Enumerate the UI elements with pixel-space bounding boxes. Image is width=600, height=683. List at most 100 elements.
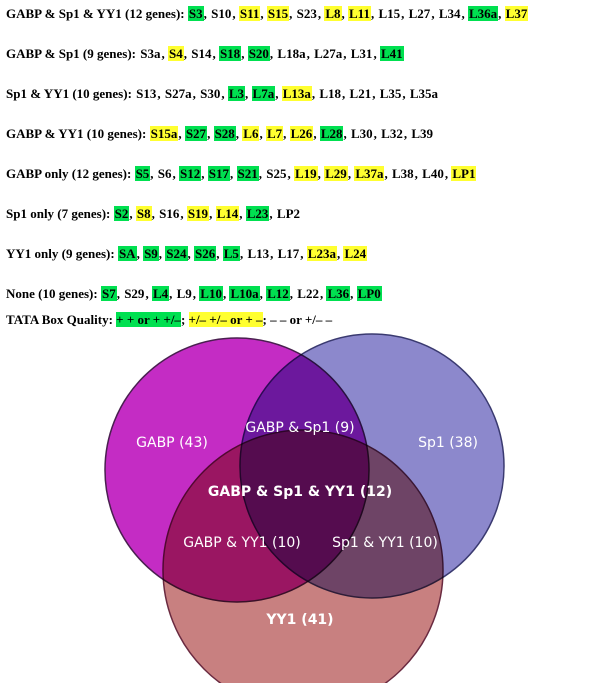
gene: S29 xyxy=(124,286,145,301)
separator: , xyxy=(259,286,267,301)
separator: , xyxy=(311,86,319,101)
gene: L13 xyxy=(247,246,270,261)
gene: L23a xyxy=(306,246,337,261)
separator: , xyxy=(343,126,350,141)
separator: , xyxy=(269,46,277,61)
separator: , xyxy=(172,166,180,181)
separator: , xyxy=(216,246,223,261)
gene: S21 xyxy=(236,166,259,181)
separator: , xyxy=(239,246,247,261)
separator: , xyxy=(401,6,408,21)
group-row: YY1 only (9 genes): SA, S9, S24, S26, L5… xyxy=(6,246,600,286)
gene: S25 xyxy=(266,166,287,181)
gene: L27 xyxy=(408,6,431,21)
separator: , xyxy=(222,286,230,301)
gene: LP2 xyxy=(276,206,301,221)
venn-label: GABP & Sp1 (9) xyxy=(245,420,354,436)
gene: L13a xyxy=(281,86,312,101)
separator: , xyxy=(384,166,391,181)
separator: , xyxy=(414,166,422,181)
gene: L38 xyxy=(391,166,414,181)
group-row: GABP & Sp1 (9 genes): S3a, S4, S14, S18,… xyxy=(6,46,600,86)
separator: , xyxy=(403,126,411,141)
gene: S6 xyxy=(157,166,172,181)
gene: S12 xyxy=(179,166,202,181)
tata-label: TATA Box Quality: xyxy=(6,312,113,327)
separator: , xyxy=(444,166,452,181)
group-label: YY1 only (9 genes): xyxy=(6,246,115,261)
gene: S14 xyxy=(191,46,212,61)
separator: , xyxy=(287,166,294,181)
tata-level: +/– +/– or + – xyxy=(188,312,263,327)
gene: S2 xyxy=(113,206,130,221)
gene: L10a xyxy=(229,286,260,301)
separator: , xyxy=(258,166,266,181)
group-row: None (10 genes): S7, S29, L4, L9, L10, L… xyxy=(6,286,600,326)
venn-label: Sp1 (38) xyxy=(418,435,478,451)
group-row: GABP only (12 genes): S5, S6, S12, S17, … xyxy=(6,166,600,206)
separator: , xyxy=(372,86,379,101)
separator: , xyxy=(350,286,357,301)
separator: , xyxy=(129,206,136,221)
tata-level: – – or +/– – xyxy=(270,312,333,327)
gene: L22 xyxy=(297,286,319,301)
separator: , xyxy=(192,286,200,301)
gene: SA xyxy=(117,246,137,261)
gene: S18 xyxy=(218,46,242,61)
group-row: GABP & YY1 (10 genes): S15a, S27, S28, L… xyxy=(6,126,600,166)
separator: , xyxy=(192,86,200,101)
separator: , xyxy=(343,46,350,61)
separator: , xyxy=(342,86,349,101)
separator: , xyxy=(183,46,191,61)
gene: L39 xyxy=(411,126,433,141)
separator: , xyxy=(259,126,266,141)
separator: , xyxy=(136,246,144,261)
gene: L18a xyxy=(277,46,306,61)
separator: , xyxy=(373,46,380,61)
group-row: Sp1 & YY1 (10 genes): S13, S27a, S30, L3… xyxy=(6,86,600,126)
separator: ; xyxy=(262,312,271,327)
separator: , xyxy=(158,246,166,261)
separator: , xyxy=(289,6,296,21)
gene: S17 xyxy=(207,166,230,181)
separator: , xyxy=(212,46,219,61)
separator: , xyxy=(300,246,307,261)
gene: L19 xyxy=(293,166,318,181)
separator: , xyxy=(461,6,468,21)
gene: S16 xyxy=(159,206,180,221)
gene: L4 xyxy=(151,286,170,301)
group-label: GABP & YY1 (10 genes): xyxy=(6,126,147,141)
gene: S7 xyxy=(100,286,117,301)
separator: , xyxy=(431,6,438,21)
gene: S26 xyxy=(194,246,217,261)
gene: S20 xyxy=(247,46,270,61)
gene: L12 xyxy=(266,286,290,301)
separator: , xyxy=(180,206,187,221)
gene: S27a xyxy=(164,86,192,101)
gene: L10 xyxy=(199,286,223,301)
separator: , xyxy=(313,126,320,141)
separator: , xyxy=(498,6,505,21)
venn-label: YY1 (41) xyxy=(265,612,333,628)
separator: , xyxy=(245,86,252,101)
gene: LP1 xyxy=(451,166,477,181)
separator: , xyxy=(283,126,290,141)
tata-level: + + or + +/– xyxy=(116,312,181,327)
gene: L26 xyxy=(289,126,314,141)
group-label: GABP & Sp1 (9 genes): xyxy=(6,46,136,61)
gene: S15a xyxy=(149,126,179,141)
gene: S24 xyxy=(165,246,188,261)
venn-label: GABP & Sp1 & YY1 (12) xyxy=(208,484,392,500)
gene: L15 xyxy=(378,6,401,21)
gene: S13 xyxy=(136,86,157,101)
separator: , xyxy=(203,6,211,21)
separator: , xyxy=(209,206,216,221)
gene: S27 xyxy=(184,126,208,141)
separator: , xyxy=(151,206,159,221)
separator: , xyxy=(116,286,124,301)
separator: , xyxy=(336,246,344,261)
separator: , xyxy=(207,126,214,141)
group-label: None (10 genes): xyxy=(6,286,98,301)
group-label: GABP only (12 genes): xyxy=(6,166,132,181)
